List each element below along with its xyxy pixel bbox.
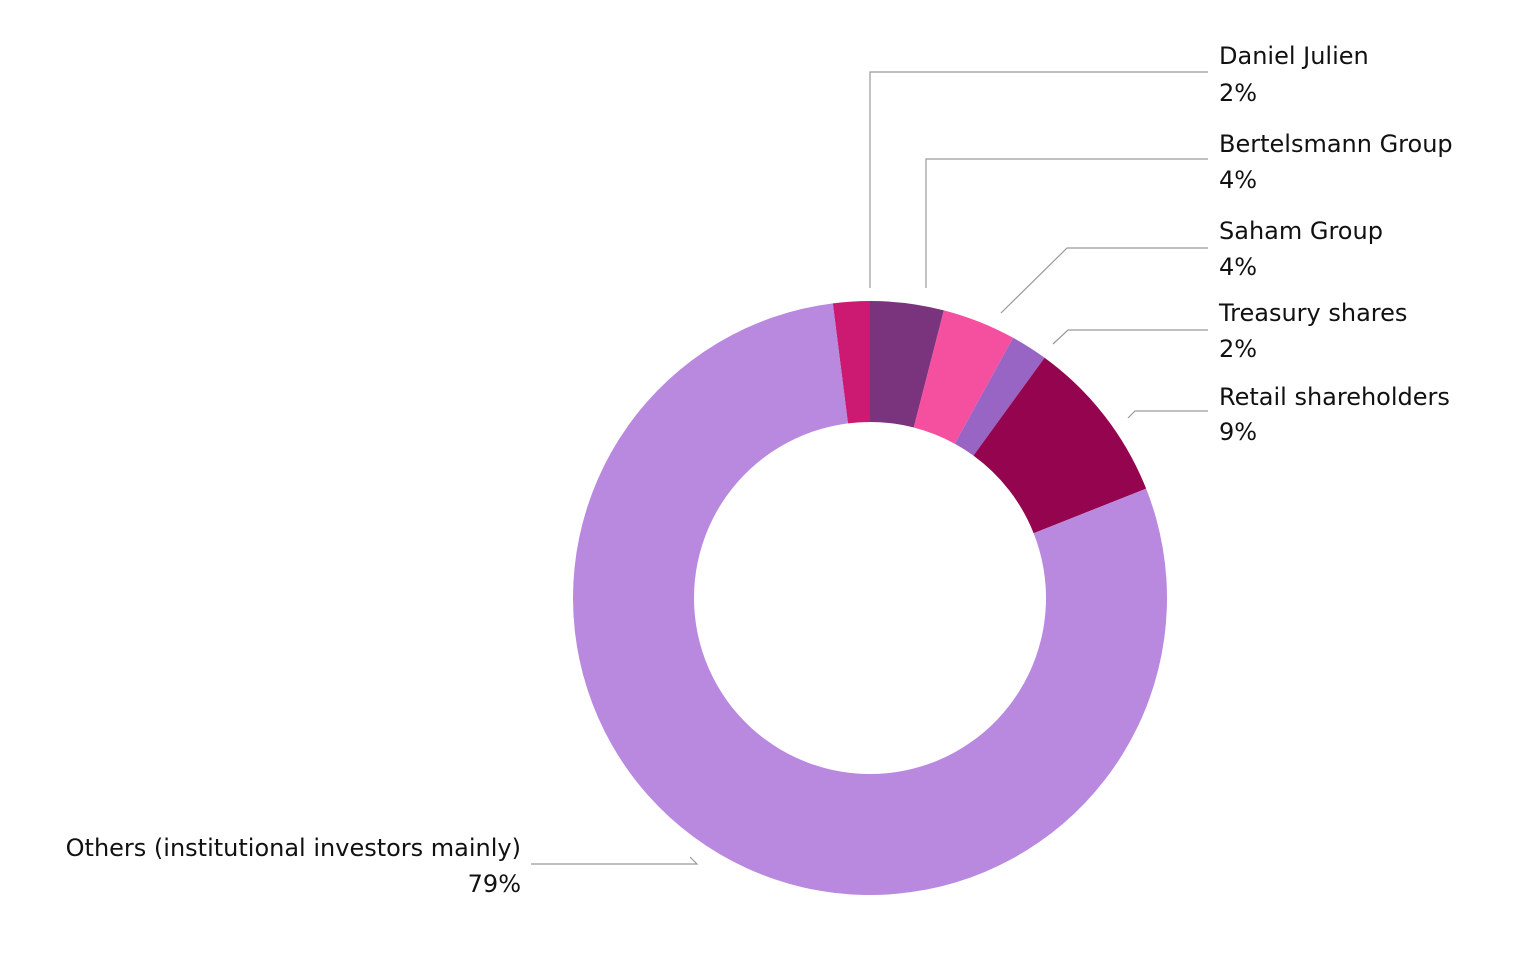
slice-value-bertelsmann-group: 4%	[1219, 166, 1257, 194]
slice-label-bertelsmann-group: Bertelsmann Group	[1219, 130, 1453, 158]
slice-value-others-institutional-investors-mainly: 79%	[468, 870, 521, 898]
leader-line-treasury-shares	[1052, 329, 1208, 345]
donut-slices	[573, 301, 1168, 895]
leader-line-bertelsmann-group	[925, 158, 1208, 288]
slice-label-retail-shareholders: Retail shareholders	[1219, 383, 1450, 411]
slice-value-treasury-shares: 2%	[1219, 335, 1257, 363]
leader-line-others-institutional-investors-mainly	[531, 856, 699, 865]
slice-treasury-shares	[954, 337, 1045, 456]
slice-value-saham-group: 4%	[1219, 253, 1257, 281]
slice-label-others-institutional-investors-mainly: Others (institutional investors mainly)	[66, 834, 521, 862]
slice-saham-group	[913, 310, 1014, 444]
leader-line-saham-group	[1000, 247, 1208, 314]
slice-daniel-julien	[832, 301, 870, 424]
slice-bertelsmann-group	[870, 301, 944, 428]
slice-retail-shareholders	[973, 357, 1147, 534]
slice-label-treasury-shares: Treasury shares	[1218, 299, 1407, 327]
slice-others-institutional-investors-mainly	[573, 303, 1168, 895]
slice-label-saham-group: Saham Group	[1219, 217, 1383, 245]
leader-line-daniel-julien	[869, 71, 1208, 288]
leader-line-retail-shareholders	[1127, 410, 1208, 419]
slice-label-daniel-julien: Daniel Julien	[1219, 42, 1369, 70]
slice-value-daniel-julien: 2%	[1219, 79, 1257, 107]
slice-labels: Daniel Julien 2% Bertelsmann Group 4% Saham …	[66, 42, 1453, 898]
leader-lines	[531, 71, 1208, 865]
slice-value-retail-shareholders: 9%	[1219, 418, 1257, 446]
